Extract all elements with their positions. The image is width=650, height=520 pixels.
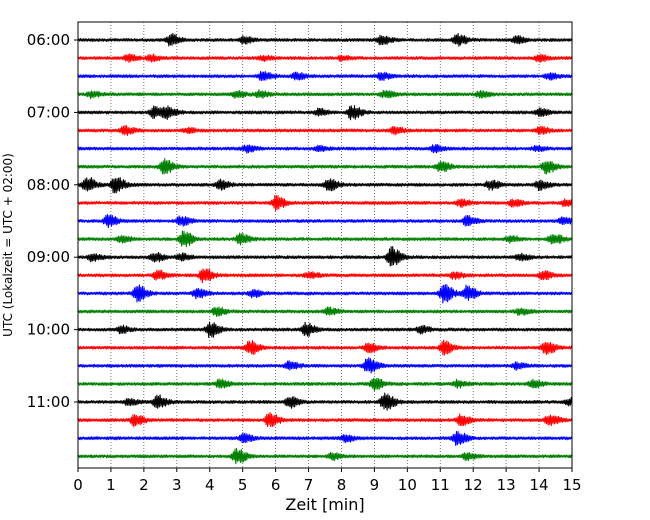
x-tick-label: 10 [398, 476, 417, 494]
trace-line [77, 447, 573, 465]
trace-line [77, 125, 573, 137]
y-axis-label: UTC (Lokalzeit = UTC + 02:00) [1, 153, 15, 337]
y-tick-label: 11:00 [27, 393, 70, 411]
trace-line [77, 89, 573, 100]
y-tick-label: 10:00 [27, 321, 70, 339]
x-tick-label: 5 [238, 476, 248, 494]
y-tick-label: 06:00 [27, 31, 70, 49]
x-tick-label: 3 [172, 476, 182, 494]
trace-line [77, 214, 573, 229]
x-tick-label: 4 [205, 476, 215, 494]
trace-line [77, 70, 573, 82]
x-tick-label: 0 [73, 476, 83, 494]
x-tick-label: 2 [139, 476, 149, 494]
trace-line [77, 321, 573, 338]
x-tick-label: 8 [337, 476, 347, 494]
y-tick-label: 07:00 [27, 103, 70, 121]
trace-line [77, 430, 573, 446]
trace-line [77, 157, 573, 175]
trace-line [77, 268, 573, 284]
x-tick-label: 12 [464, 476, 483, 494]
trace-line [77, 411, 573, 428]
x-axis-ticks: 0 1 2 3 4 5 6 7 8 9 10 11 12 13 14 15 [73, 468, 582, 494]
x-axis-label: Zeit [min] [285, 495, 364, 514]
y-tick-label: 09:00 [27, 248, 70, 266]
trace-line [77, 339, 573, 356]
trace-line [77, 144, 573, 154]
trace-line [77, 284, 573, 304]
trace-line [77, 33, 573, 47]
x-tick-label: 1 [106, 476, 116, 494]
trace-line [77, 105, 573, 121]
trace-line [77, 392, 573, 411]
x-tick-label: 9 [370, 476, 380, 494]
x-tick-label: 6 [271, 476, 281, 494]
x-tick-label: 14 [530, 476, 549, 494]
trace-line [77, 306, 573, 318]
y-tick-label: 08:00 [27, 176, 70, 194]
plot-frame [77, 21, 573, 469]
trace-line [77, 377, 573, 392]
y-axis-ticks: 06:00 07:00 08:00 09:00 10:00 11:00 [27, 31, 78, 411]
x-tick-label: 13 [497, 476, 516, 494]
trace-line [77, 246, 573, 267]
trace-line [77, 177, 573, 194]
trace-line [77, 195, 573, 212]
trace-series [77, 33, 573, 465]
trace-line [77, 357, 573, 374]
trace-line [77, 53, 573, 64]
grid-lines [110, 22, 540, 468]
x-tick-label: 15 [562, 476, 581, 494]
x-tick-label: 11 [431, 476, 450, 494]
x-tick-label: 7 [304, 476, 314, 494]
trace-line [77, 230, 573, 248]
